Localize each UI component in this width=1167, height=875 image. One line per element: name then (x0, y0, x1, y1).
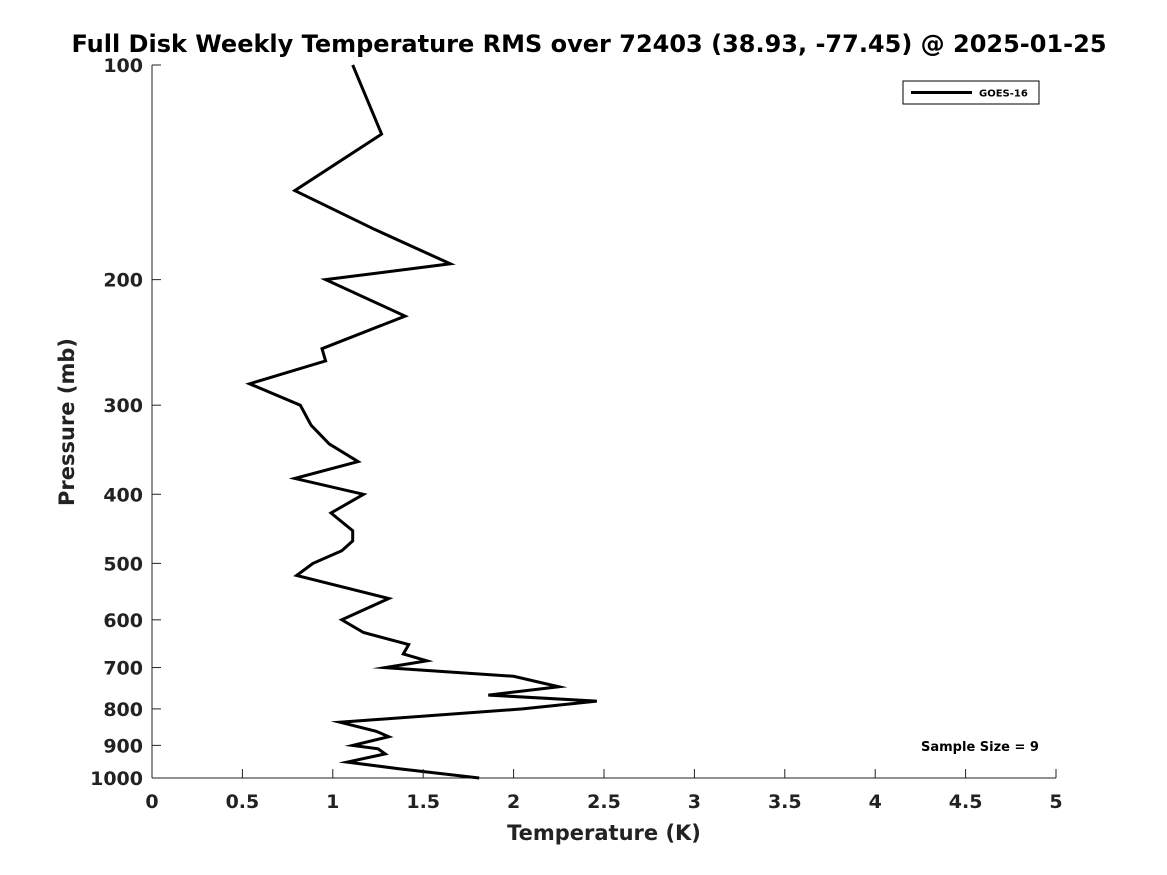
y-tick-label: 1000 (90, 768, 143, 790)
y-tick-label: 900 (103, 735, 143, 757)
x-tick-label: 2.5 (587, 791, 621, 813)
x-tick-label: 2 (507, 791, 520, 813)
legend: GOES-16 (902, 80, 1040, 105)
x-axis-ticks: 0 0.5 1 1.5 2 2.5 3 3.5 4 4.5 5 (145, 769, 1063, 813)
series-line-goes-16 (245, 64, 597, 780)
y-axis-ticks: 100 200 300 400 500 600 700 800 900 1000 (90, 55, 161, 790)
y-tick-label: 100 (103, 55, 143, 77)
legend-label-goes-16: GOES-16 (979, 89, 1028, 100)
x-tick-label: 3.5 (768, 791, 802, 813)
chart-title: Full Disk Weekly Temperature RMS over 72… (71, 30, 1106, 58)
x-tick-label: 4 (869, 791, 882, 813)
x-axis-label: Temperature (K) (507, 821, 701, 845)
y-tick-label: 500 (103, 553, 143, 575)
x-tick-label: 0.5 (226, 791, 260, 813)
y-tick-label: 400 (103, 484, 143, 506)
x-tick-label: 3 (688, 791, 701, 813)
y-tick-label: 700 (103, 658, 143, 680)
sample-size-annotation: Sample Size = 9 (921, 740, 1039, 755)
y-tick-label: 800 (103, 699, 143, 721)
y-tick-label: 600 (103, 610, 143, 632)
y-tick-label: 300 (103, 395, 143, 417)
x-tick-label: 1.5 (406, 791, 440, 813)
x-tick-label: 4.5 (949, 791, 983, 813)
x-tick-label: 1 (326, 791, 339, 813)
y-tick-label: 200 (103, 270, 143, 292)
x-tick-label: 5 (1049, 791, 1062, 813)
x-tick-label: 0 (145, 791, 158, 813)
y-axis-label: Pressure (mb) (55, 338, 79, 506)
